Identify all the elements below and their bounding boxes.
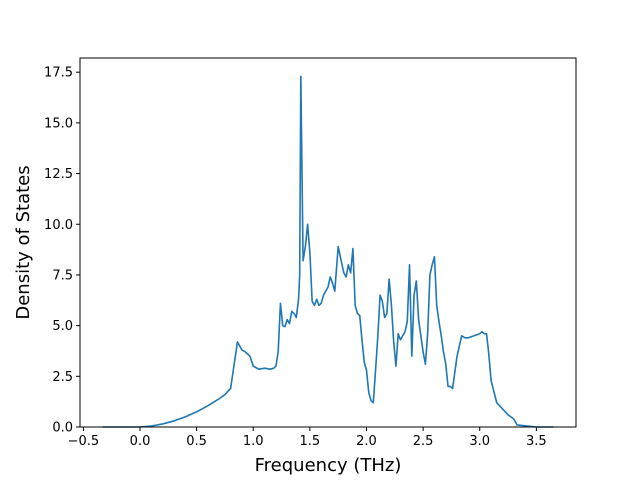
y-tick-label: 12.5 (44, 167, 73, 182)
y-axis-label: Density of States (13, 165, 34, 319)
y-tick-label: 10.0 (44, 218, 73, 233)
y-tick-label: 0.0 (52, 421, 73, 436)
y-tick-label: 2.5 (52, 370, 73, 385)
y-tick-label: 5.0 (52, 319, 73, 334)
x-tick-label: 0.5 (186, 434, 207, 449)
x-tick-label: 1.0 (243, 434, 264, 449)
plot-frame (79, 57, 577, 428)
x-tick-label: 1.5 (300, 434, 321, 449)
y-tick-label: 15.0 (44, 116, 73, 131)
dos-series-line (102, 75, 554, 428)
x-tick-label: 2.5 (413, 434, 434, 449)
x-tick-label: −0.5 (68, 434, 100, 449)
ticks-layer: −0.5 0.0 0.5 1.0 1.5 2.0 2.5 3.0 3.50.02.55.07.5… (44, 66, 547, 449)
x-tick-label: 0.0 (130, 434, 151, 449)
y-tick-label: 7.5 (52, 268, 73, 283)
x-tick-label: 3.0 (469, 434, 490, 449)
x-axis-label: Frequency (THz) (255, 455, 402, 476)
x-tick-label: 3.5 (526, 434, 547, 449)
y-tick-label: 17.5 (44, 66, 73, 81)
x-tick-label: 2.0 (356, 434, 377, 449)
